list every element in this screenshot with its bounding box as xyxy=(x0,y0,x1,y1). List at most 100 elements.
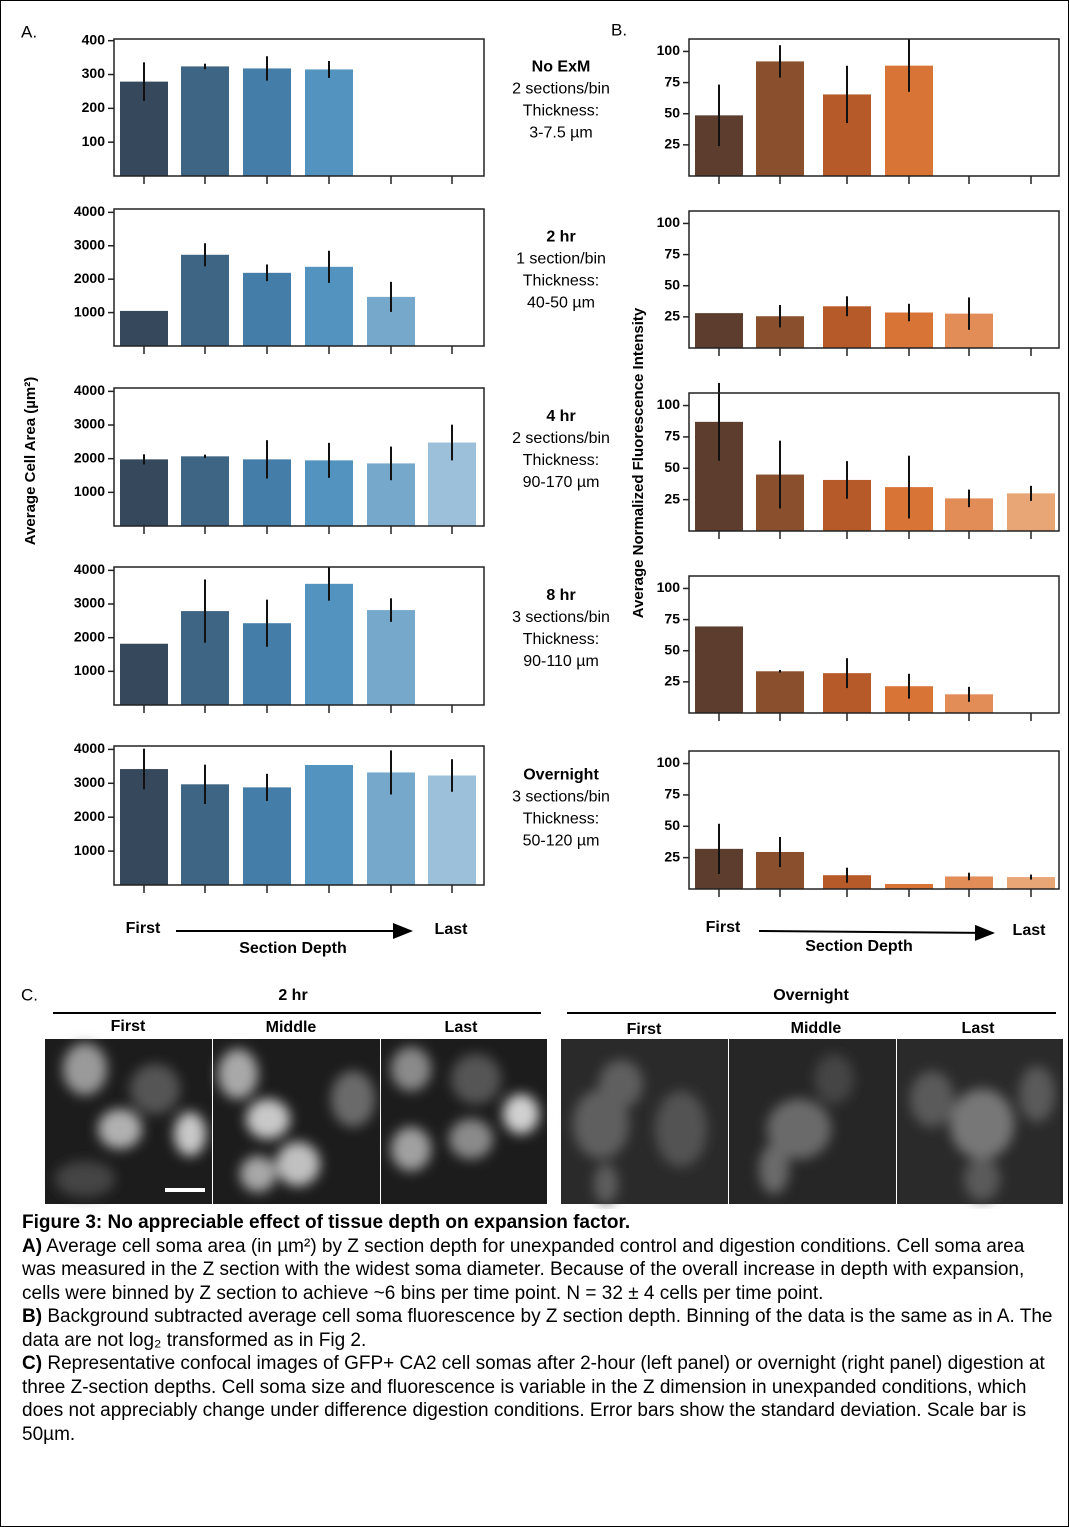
condition-thickness: Thickness: xyxy=(523,452,599,469)
caption-paragraph: A) Average cell soma area (in µm²) by Z … xyxy=(22,1235,1062,1306)
bar xyxy=(120,644,168,705)
y-tick-label: 3000 xyxy=(74,236,105,252)
bar xyxy=(885,884,933,889)
y-tick-label: 50 xyxy=(664,459,680,475)
micrograph xyxy=(213,1039,380,1204)
y-tick-label: 50 xyxy=(664,817,680,833)
x-start: First xyxy=(706,919,741,936)
condition-binning: 2 sections/bin xyxy=(512,430,610,447)
condition-name: 2 hr xyxy=(546,229,575,246)
y-tick-label: 1000 xyxy=(74,483,105,499)
depth-arrow xyxy=(759,931,993,933)
condition-range: 40-50 µm xyxy=(527,295,595,312)
condition-name: 8 hr xyxy=(546,587,575,604)
bar xyxy=(181,66,229,176)
condition-thickness: Thickness: xyxy=(523,811,599,828)
bar xyxy=(243,787,291,885)
axes-frame xyxy=(689,211,1059,348)
caption-lead: B) xyxy=(22,1306,42,1327)
y-tick-label: 400 xyxy=(82,31,106,47)
bar xyxy=(305,584,353,705)
y-tick-label: 2000 xyxy=(74,449,105,465)
y-tick-label: 1000 xyxy=(74,303,105,319)
y-tick-label: 25 xyxy=(664,308,680,324)
y-tick-label: 25 xyxy=(664,490,680,506)
condition-name: 4 hr xyxy=(546,408,575,425)
bar xyxy=(120,311,168,346)
y-tick-label: 100 xyxy=(657,579,681,595)
y-tick-label: 4000 xyxy=(74,203,105,219)
group-title: 2 hr xyxy=(278,987,307,1004)
y-tick-label: 75 xyxy=(664,245,680,261)
y-tick-label: 3000 xyxy=(74,774,105,790)
condition-name: Overnight xyxy=(523,767,599,784)
y-tick-label: 75 xyxy=(664,610,680,626)
bar xyxy=(181,255,229,346)
y-tick-label: 100 xyxy=(657,214,681,230)
bar xyxy=(181,456,229,526)
condition-thickness: Thickness: xyxy=(523,631,599,648)
axes-frame xyxy=(689,751,1059,889)
micrograph xyxy=(381,1039,547,1204)
condition-range: 3-7.5 µm xyxy=(529,125,592,142)
axes-frame xyxy=(114,39,484,176)
caption-text: Representative confocal images of GFP+ C… xyxy=(22,1353,1045,1445)
condition-binning: 2 sections/bin xyxy=(512,81,610,98)
axes-frame xyxy=(689,393,1059,531)
caption-lead: A) xyxy=(22,1236,42,1257)
panel-label: C. xyxy=(21,985,38,1004)
y-tick-label: 1000 xyxy=(74,662,105,678)
x-start: First xyxy=(126,920,161,937)
x-axis-label: Section Depth xyxy=(239,940,347,957)
bar xyxy=(243,68,291,176)
column-title: Last xyxy=(962,1020,996,1037)
axes-frame xyxy=(114,209,484,346)
y-tick-label: 200 xyxy=(82,99,106,115)
panel-label: A. xyxy=(21,22,37,41)
bar xyxy=(305,69,353,176)
x-end: Last xyxy=(1013,922,1047,939)
bar xyxy=(756,61,804,176)
condition-range: 50-120 µm xyxy=(523,833,600,850)
micrograph xyxy=(45,1039,212,1204)
condition-thickness: Thickness: xyxy=(523,103,599,120)
y-tick-label: 4000 xyxy=(74,382,105,398)
caption-paragraph: C) Representative confocal images of GFP… xyxy=(22,1352,1062,1446)
y-tick-label: 50 xyxy=(664,641,680,657)
bar xyxy=(756,671,804,713)
y-tick-label: 2000 xyxy=(74,270,105,286)
column-title: First xyxy=(627,1021,662,1038)
y-tick-label: 100 xyxy=(82,133,106,149)
axes-frame xyxy=(689,39,1059,176)
bar xyxy=(695,626,743,713)
condition-name: No ExM xyxy=(532,59,591,76)
y-tick-label: 2000 xyxy=(74,628,105,644)
column-title: Middle xyxy=(791,1020,842,1037)
condition-binning: 3 sections/bin xyxy=(512,789,610,806)
bar xyxy=(695,313,743,348)
y-tick-label: 25 xyxy=(664,673,680,689)
y-tick-label: 4000 xyxy=(74,740,105,756)
y-tick-label: 25 xyxy=(664,136,680,152)
y-tick-label: 100 xyxy=(657,754,681,770)
caption-text: Background subtracted average cell soma … xyxy=(22,1306,1052,1351)
axes-frame xyxy=(114,567,484,705)
micrograph xyxy=(561,1039,728,1204)
y-tick-label: 300 xyxy=(82,65,106,81)
y-tick-label: 50 xyxy=(664,104,680,120)
y-tick-label: 50 xyxy=(664,276,680,292)
bar xyxy=(243,273,291,346)
y-tick-label: 75 xyxy=(664,428,680,444)
x-end: Last xyxy=(435,921,469,938)
bar xyxy=(305,765,353,885)
y-tick-label: 100 xyxy=(657,396,681,412)
condition-binning: 3 sections/bin xyxy=(512,609,610,626)
figure-graphics: A. B. Average Cell Area (µm²) Average No… xyxy=(1,1,1068,1209)
x-axis-label: Section Depth xyxy=(805,938,913,955)
caption-lead: C) xyxy=(22,1353,42,1374)
y-tick-label: 3000 xyxy=(74,416,105,432)
y-tick-label: 25 xyxy=(664,848,680,864)
y-tick-label: 2000 xyxy=(74,808,105,824)
condition-thickness: Thickness: xyxy=(523,273,599,290)
panel-label: B. xyxy=(611,20,627,39)
